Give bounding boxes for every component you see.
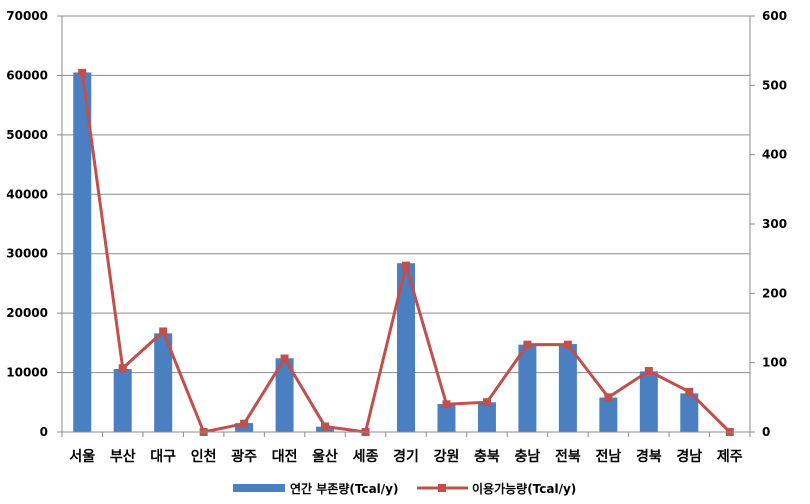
line-point (402, 261, 410, 270)
right-tick-label: 100 (762, 356, 787, 370)
line-point (563, 340, 572, 349)
left-tick-label: 20000 (6, 306, 48, 320)
left-tick-label: 70000 (6, 9, 48, 23)
category-label: 서울 (69, 448, 95, 465)
category-label: 제주 (717, 449, 743, 465)
right-tick-label: 0 (762, 425, 770, 439)
line-point (644, 366, 653, 375)
line-point (78, 68, 87, 77)
category-label: 부산 (110, 448, 136, 465)
bar-series (73, 72, 699, 432)
right-tick-label: 500 (762, 78, 787, 92)
left-tick-label: 50000 (6, 128, 48, 142)
category-label: 광주 (231, 448, 257, 465)
bar (639, 371, 658, 432)
line-point (159, 327, 168, 336)
line-point (442, 400, 451, 409)
right-axis-ticks: 0 100 200 300 400 500 600 (762, 9, 787, 439)
bar (680, 393, 699, 432)
category-label: 경북 (636, 448, 662, 465)
right-tick-label: 600 (762, 9, 787, 23)
left-tick-label: 0 (40, 425, 48, 439)
category-labels: 서울 부산 대구 인천 광주 대전 울산 세종 경기 강원 충북 충남 전북 전남 경북 경남 제주 (69, 448, 742, 465)
line-point (240, 419, 249, 428)
bar (437, 404, 456, 432)
line-point (523, 340, 532, 349)
right-tick-label: 300 (762, 217, 787, 231)
category-label: 대전 (272, 448, 298, 465)
bar (113, 369, 132, 432)
bar (397, 263, 415, 432)
left-tick-label: 30000 (6, 247, 48, 261)
bar (558, 344, 577, 432)
bar (599, 397, 618, 432)
legend-line-label: 이용가능량(Tcal/y) (472, 481, 576, 496)
category-label: 전북 (555, 448, 581, 465)
category-label: 대구 (150, 449, 176, 465)
line-point (280, 354, 289, 363)
left-tick-label: 10000 (6, 366, 48, 380)
line-point (685, 387, 694, 396)
gridlines (62, 15, 750, 374)
category-label: 충북 (474, 449, 500, 465)
line-point (482, 398, 491, 407)
line-point (321, 422, 330, 431)
category-label: 전남 (595, 448, 621, 465)
bar (154, 333, 173, 432)
line-point (604, 393, 613, 402)
category-label: 강원 (434, 448, 460, 465)
bar (275, 358, 294, 432)
category-label: 경남 (676, 448, 702, 465)
bar (73, 72, 92, 432)
category-label: 충남 (515, 448, 541, 465)
legend: 연간 부존량(Tcal/y) 이용가능량(Tcal/y) (233, 481, 576, 496)
category-label: 인천 (191, 448, 217, 465)
legend-bar-label: 연간 부존량(Tcal/y) (290, 481, 398, 496)
legend-line-marker (438, 484, 446, 492)
category-label: 울산 (312, 448, 338, 465)
line-point (118, 364, 127, 373)
axes (57, 15, 755, 437)
category-label: 세종 (353, 449, 379, 465)
left-tick-label: 60000 (6, 68, 48, 82)
right-tick-label: 400 (762, 148, 787, 162)
bar (477, 402, 496, 432)
right-tick-label: 200 (762, 286, 787, 300)
legend-bar-swatch (233, 484, 285, 492)
left-tick-label: 40000 (6, 187, 48, 201)
left-axis-ticks: 0 10000 20000 30000 40000 50000 60000 70000 (6, 9, 48, 439)
bar (518, 344, 537, 432)
category-label: 경기 (393, 448, 419, 465)
